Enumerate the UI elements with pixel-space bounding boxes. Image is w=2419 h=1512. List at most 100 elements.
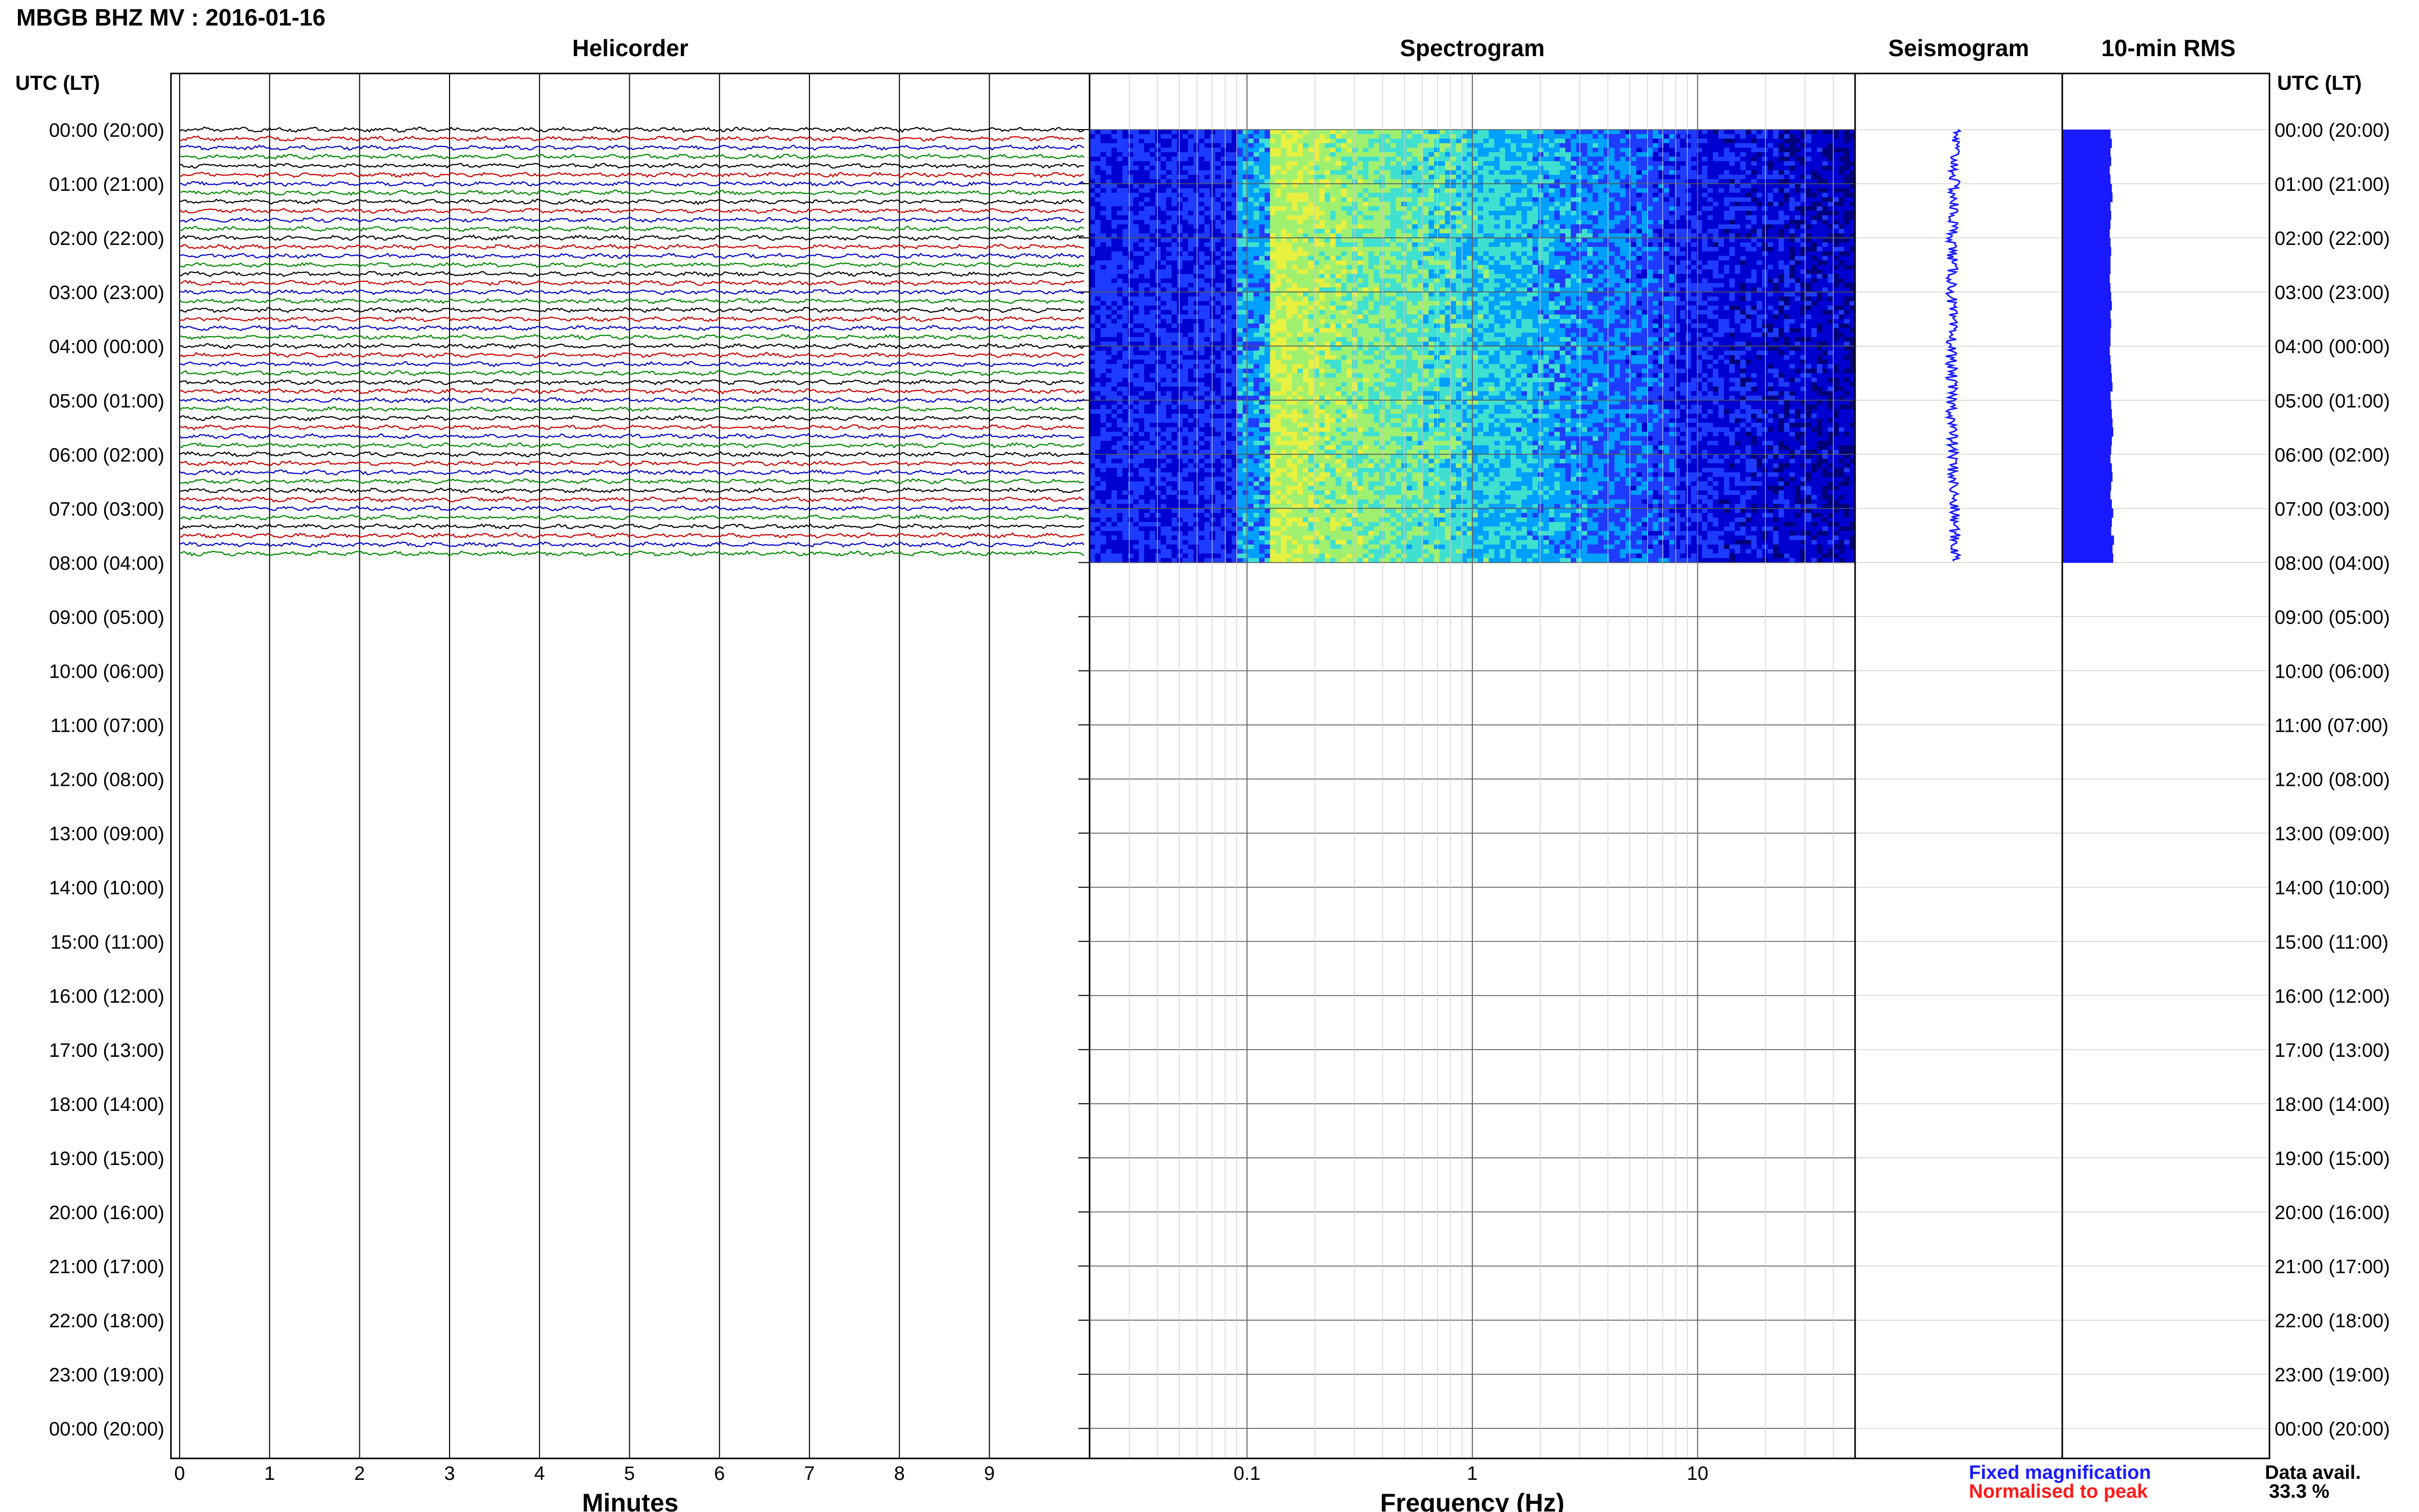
spectrogram-cell	[1341, 328, 1347, 333]
spectrogram-cell	[1341, 382, 1347, 387]
spectrogram-cell	[1122, 364, 1128, 369]
spectrogram-cell	[1341, 197, 1347, 203]
spectrogram-cell	[1188, 314, 1194, 319]
spectrogram-cell	[1352, 251, 1358, 257]
spectrogram-cell	[1128, 378, 1134, 383]
spectrogram-cell	[1308, 549, 1315, 554]
spectrogram-cell	[1215, 450, 1221, 455]
spectrogram-cell	[1199, 130, 1205, 135]
spectrogram-cell	[1155, 436, 1162, 441]
spectrogram-cell	[1128, 513, 1134, 518]
spectrogram-cell	[1226, 337, 1232, 342]
spectrogram-cell	[1100, 256, 1106, 261]
spectrogram-cell	[1275, 211, 1281, 216]
spectrogram-cell	[1122, 170, 1128, 176]
spectrogram-cell	[1319, 157, 1325, 162]
spectrogram-cell	[1144, 445, 1150, 451]
spectrogram-cell	[1231, 161, 1238, 166]
spectrogram-cell	[1363, 499, 1369, 505]
spectrogram-cell	[1171, 296, 1178, 302]
spectrogram-cell	[1149, 405, 1156, 410]
spectrogram-cell	[1286, 184, 1293, 189]
spectrogram-cell	[1215, 432, 1221, 437]
spectrogram-cell	[1155, 454, 1162, 459]
spectrogram-cell	[1090, 391, 1096, 396]
spectrogram-cell	[1106, 184, 1112, 189]
spectrogram-cell	[1117, 147, 1123, 153]
spectrogram-cell	[1161, 558, 1167, 563]
spectrogram-cell	[1368, 274, 1374, 279]
spectrogram-cell	[1188, 224, 1194, 230]
spectrogram-cell	[1188, 332, 1194, 338]
spectrogram-cell	[1122, 242, 1128, 247]
spectrogram-cell	[1259, 378, 1265, 383]
spectrogram-cell	[1199, 378, 1205, 383]
spectrogram-cell	[1177, 138, 1183, 144]
spectrogram-cell	[1166, 305, 1172, 311]
spectrogram-cell	[1161, 233, 1167, 238]
spectrogram-cell	[1352, 211, 1358, 216]
spectrogram-cell	[1090, 152, 1096, 157]
spectrogram-cell	[1308, 314, 1315, 319]
spectrogram-cell	[1357, 328, 1364, 333]
spectrogram-cell	[1330, 206, 1336, 211]
spectrogram-cell	[1221, 219, 1227, 225]
spectrogram-cell	[1144, 179, 1150, 184]
spectrogram-cell	[1324, 341, 1331, 346]
spectrogram-cell	[1226, 427, 1232, 432]
spectrogram-cell	[1243, 386, 1249, 392]
spectrogram-cell	[1188, 450, 1194, 455]
spectrogram-cell	[1357, 549, 1364, 554]
spectrogram-cell	[1166, 373, 1172, 378]
spectrogram-cell	[1357, 351, 1364, 356]
spectrogram-cell	[1111, 368, 1118, 374]
spectrogram-cell	[1330, 314, 1336, 319]
spectrogram-cell	[1182, 157, 1189, 162]
spectrogram-cell	[1357, 134, 1364, 139]
spectrogram-cell	[1090, 346, 1096, 351]
spectrogram-cell	[1281, 233, 1287, 238]
spectrogram-cell	[1275, 256, 1281, 261]
spectrogram-cell	[1319, 351, 1325, 356]
spectrogram-cell	[1324, 535, 1331, 540]
spectrogram-cell	[1161, 314, 1167, 319]
spectrogram-cell	[1270, 246, 1276, 252]
spectrogram-cell	[1221, 364, 1227, 369]
spectrogram-cell	[1292, 269, 1298, 275]
spectrogram-cell	[1106, 134, 1112, 139]
spectrogram-cell	[1281, 242, 1287, 247]
spectrogram-cell	[1248, 481, 1254, 486]
spectrogram-cell	[1149, 445, 1156, 451]
spectrogram-cell	[1133, 310, 1140, 315]
spectrogram-cell	[1363, 486, 1369, 491]
spectrogram-cell	[1204, 499, 1211, 505]
spectrogram-cell	[1106, 346, 1112, 351]
spectrogram-cell	[1346, 351, 1353, 356]
spectrogram-cell	[1144, 522, 1150, 527]
spectrogram-cell	[1090, 355, 1096, 360]
spectrogram-cell	[1243, 368, 1249, 374]
spectrogram-cell	[1275, 319, 1281, 324]
spectrogram-cell	[1286, 436, 1293, 441]
spectrogram-cell	[1210, 192, 1216, 198]
spectrogram-cell	[1286, 423, 1293, 428]
spectrogram-cell	[1352, 463, 1358, 468]
spectrogram-cell	[1117, 445, 1123, 451]
spectrogram-cell	[1155, 165, 1162, 171]
spectrogram-cell	[1204, 386, 1211, 392]
spectrogram-cell	[1117, 179, 1123, 184]
spectrogram-cell	[1090, 170, 1096, 176]
spectrogram-cell	[1149, 436, 1156, 441]
spectrogram-cell	[1341, 143, 1347, 148]
spectrogram-cell	[1259, 445, 1265, 451]
spectrogram-cell	[1363, 287, 1369, 292]
spectrogram-cell	[1270, 202, 1276, 207]
spectrogram-cell	[1341, 386, 1347, 392]
spectrogram-cell	[1237, 499, 1243, 505]
spectrogram-cell	[1302, 219, 1309, 225]
spectrogram-cell	[1221, 278, 1227, 284]
spectrogram-cell	[1106, 215, 1112, 220]
spectrogram-cell	[1106, 351, 1112, 356]
spectrogram-cell	[1111, 486, 1118, 491]
spectrogram-cell	[1357, 499, 1364, 505]
